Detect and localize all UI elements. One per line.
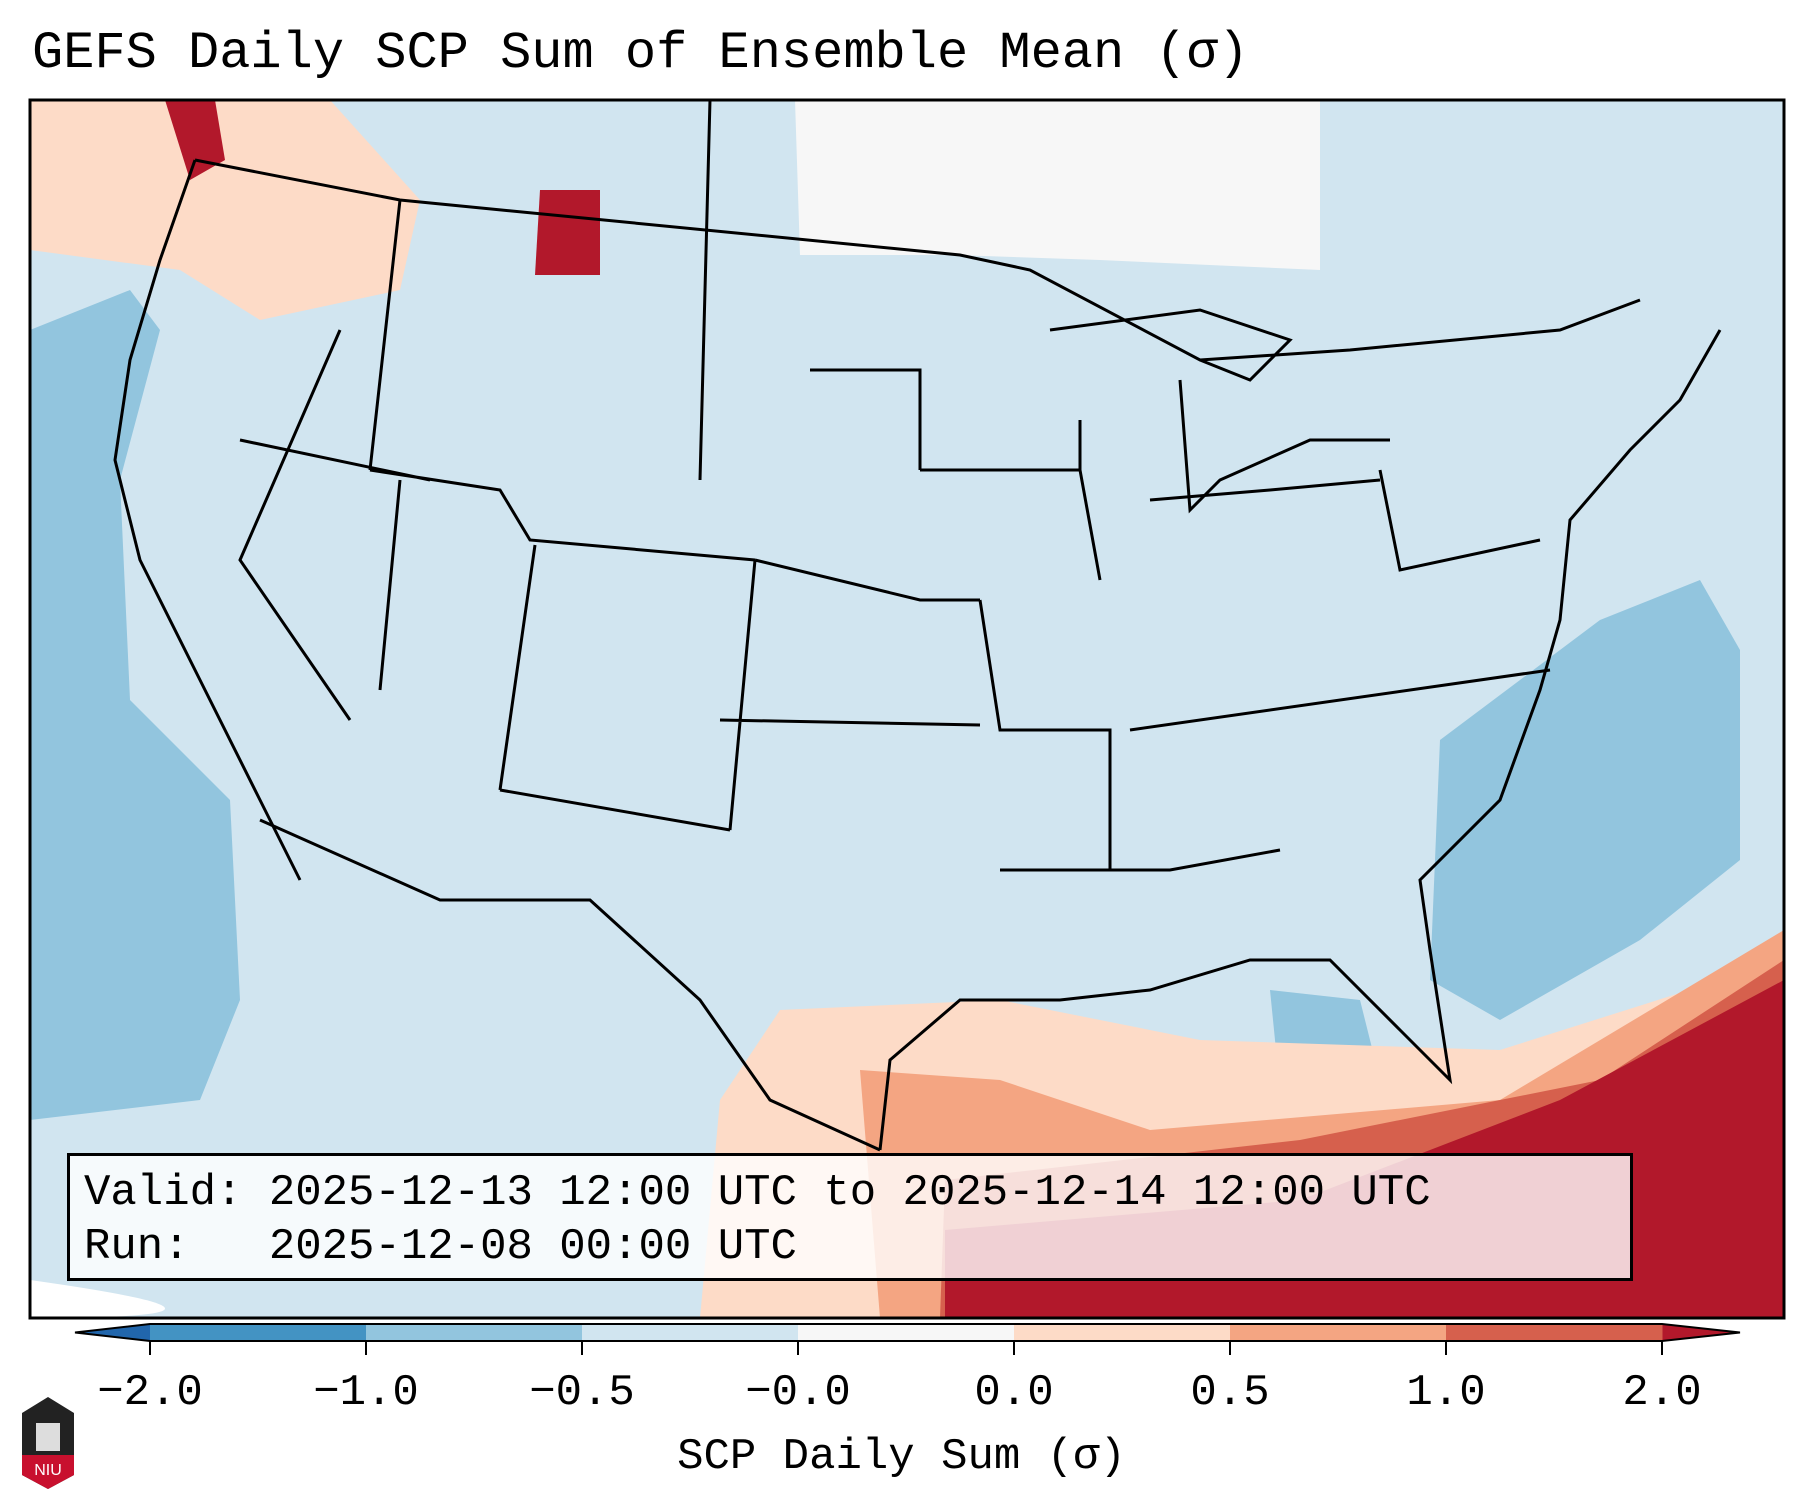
coastlines-and-borders bbox=[113, 100, 1722, 1152]
region-montana-cells bbox=[535, 190, 600, 275]
map-field bbox=[30, 100, 1784, 1318]
region-pacific-offshore bbox=[30, 290, 240, 1120]
colorbar-tick-label: 2.0 bbox=[1622, 1368, 1702, 1418]
chart-title: GEFS Daily SCP Sum of Ensemble Mean (σ) bbox=[32, 24, 1249, 83]
niu-logo: NIU bbox=[22, 1397, 74, 1489]
colorbar-segment bbox=[1230, 1324, 1447, 1341]
gulf-coast bbox=[878, 329, 1722, 1151]
region-no-data-north bbox=[795, 100, 1320, 270]
canada-border bbox=[194, 158, 1641, 362]
state-lines bbox=[238, 100, 1551, 872]
colorbar-tick-label: −0.5 bbox=[529, 1368, 635, 1418]
colorbar-segment bbox=[1014, 1324, 1231, 1341]
run-time-text: Run: 2025-12-08 00:00 UTC bbox=[84, 1222, 797, 1272]
colorbar-segment bbox=[798, 1324, 1015, 1341]
colorbar-tick-label: −0.0 bbox=[745, 1368, 851, 1418]
colorbar-label: SCP Daily Sum (σ) bbox=[677, 1432, 1126, 1482]
valid-time-text: Valid: 2025-12-13 12:00 UTC to 2025-12-1… bbox=[84, 1168, 1431, 1218]
region-offmap-corner bbox=[30, 1280, 165, 1318]
map-frame bbox=[28, 98, 1786, 1320]
colorbar-tick-label: −2.0 bbox=[97, 1368, 203, 1418]
colorbar bbox=[74, 1323, 1741, 1355]
colorbar-segment bbox=[582, 1324, 799, 1341]
colorbar-extend-low bbox=[75, 1324, 150, 1341]
colorbar-tick-label: 0.5 bbox=[1190, 1368, 1270, 1418]
west-coast bbox=[113, 159, 302, 881]
valid-run-infobox: Valid: 2025-12-13 12:00 UTC to 2025-12-1… bbox=[67, 1153, 1633, 1281]
colorbar-segment bbox=[1446, 1324, 1663, 1341]
colorbar-tick-label: 0.0 bbox=[974, 1368, 1054, 1418]
mexico-border bbox=[259, 818, 881, 1152]
colorbar-tick-label: 1.0 bbox=[1406, 1368, 1486, 1418]
colorbar-extend-high bbox=[1662, 1324, 1740, 1341]
region-pnw-positive bbox=[30, 100, 420, 320]
region-pnw-core bbox=[165, 100, 225, 180]
region-atlantic-offshore bbox=[1430, 580, 1740, 1020]
colorbar-segment bbox=[366, 1324, 583, 1341]
great-lakes bbox=[1049, 308, 1390, 514]
colorbar-tick-label: −1.0 bbox=[313, 1368, 419, 1418]
logo-text: NIU bbox=[34, 1462, 62, 1479]
colorbar-segment bbox=[150, 1324, 367, 1341]
